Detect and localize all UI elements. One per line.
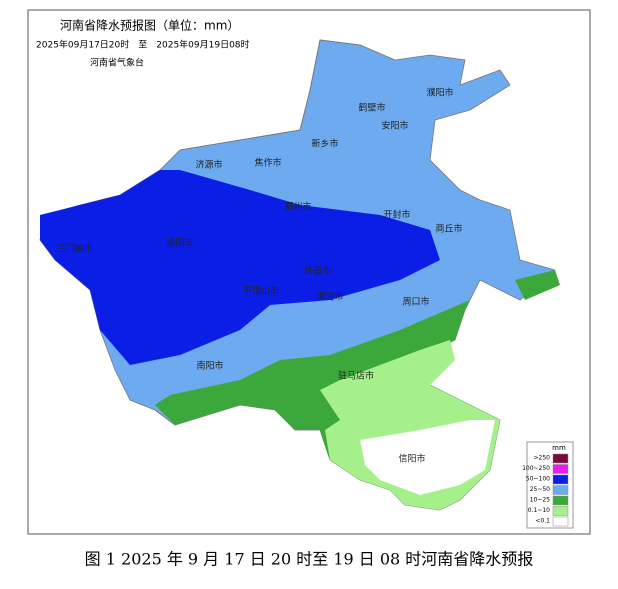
city-label: 周口市 <box>402 296 429 308</box>
city-label: 新乡市 <box>311 138 338 150</box>
legend-swatch <box>552 516 569 527</box>
city-label: 濮阳市 <box>426 87 453 99</box>
city-label: 安阳市 <box>381 120 408 132</box>
legend-swatch <box>552 506 569 516</box>
rain-50-100 <box>40 170 440 365</box>
city-label: 驻马店市 <box>338 370 374 382</box>
legend-label: >250 <box>534 455 551 462</box>
map <box>39 39 560 511</box>
city-label: 鹤壁市 <box>358 102 385 114</box>
legend-unit: mm <box>552 444 566 452</box>
legend-label: 100~250 <box>522 465 550 472</box>
border-top <box>179 39 396 151</box>
legend-swatch <box>552 453 569 464</box>
city-label: 平顶山市 <box>243 285 279 297</box>
legend-label: 25~50 <box>530 486 550 493</box>
legend-swatch <box>552 495 569 506</box>
legend: mm >250 100~250 50~100 25~50 10~25 0.1~10 <0.1 <box>522 441 574 529</box>
city-label: 许昌市 <box>304 265 331 277</box>
agency: 河南省气象台 <box>90 57 144 69</box>
legend-label: 10~25 <box>530 497 550 504</box>
rain-10-25-ne <box>515 270 560 300</box>
city-label: 济源市 <box>195 159 222 171</box>
rain-none <box>360 420 495 495</box>
city-label: 三门峡市 <box>57 243 93 255</box>
city-label: 郑州市 <box>284 201 311 213</box>
legend-swatch <box>552 485 569 495</box>
city-label: 洛阳市 <box>166 237 193 249</box>
legend-label: <0.1 <box>535 518 550 525</box>
city-label: 商丘市 <box>435 223 462 235</box>
city-label: 开封市 <box>383 209 410 221</box>
city-label: 信阳市 <box>398 453 425 465</box>
map-title: 河南省降水预报图（单位：mm） <box>60 18 239 33</box>
legend-swatch <box>552 464 569 474</box>
time-range: 2025年09月17日20时 至 2025年09月19日08时 <box>36 39 250 51</box>
legend-label: 50~100 <box>526 476 550 483</box>
city-label: 漯河市 <box>316 291 343 303</box>
legend-label: 0.1~10 <box>528 507 550 514</box>
legend-swatch <box>552 474 569 485</box>
city-label: 南阳市 <box>196 360 223 372</box>
city-label: 焦作市 <box>254 157 281 169</box>
caption: 图 1 2025 年 9 月 17 日 20 时至 19 日 08 时河南省降水… <box>85 550 534 569</box>
